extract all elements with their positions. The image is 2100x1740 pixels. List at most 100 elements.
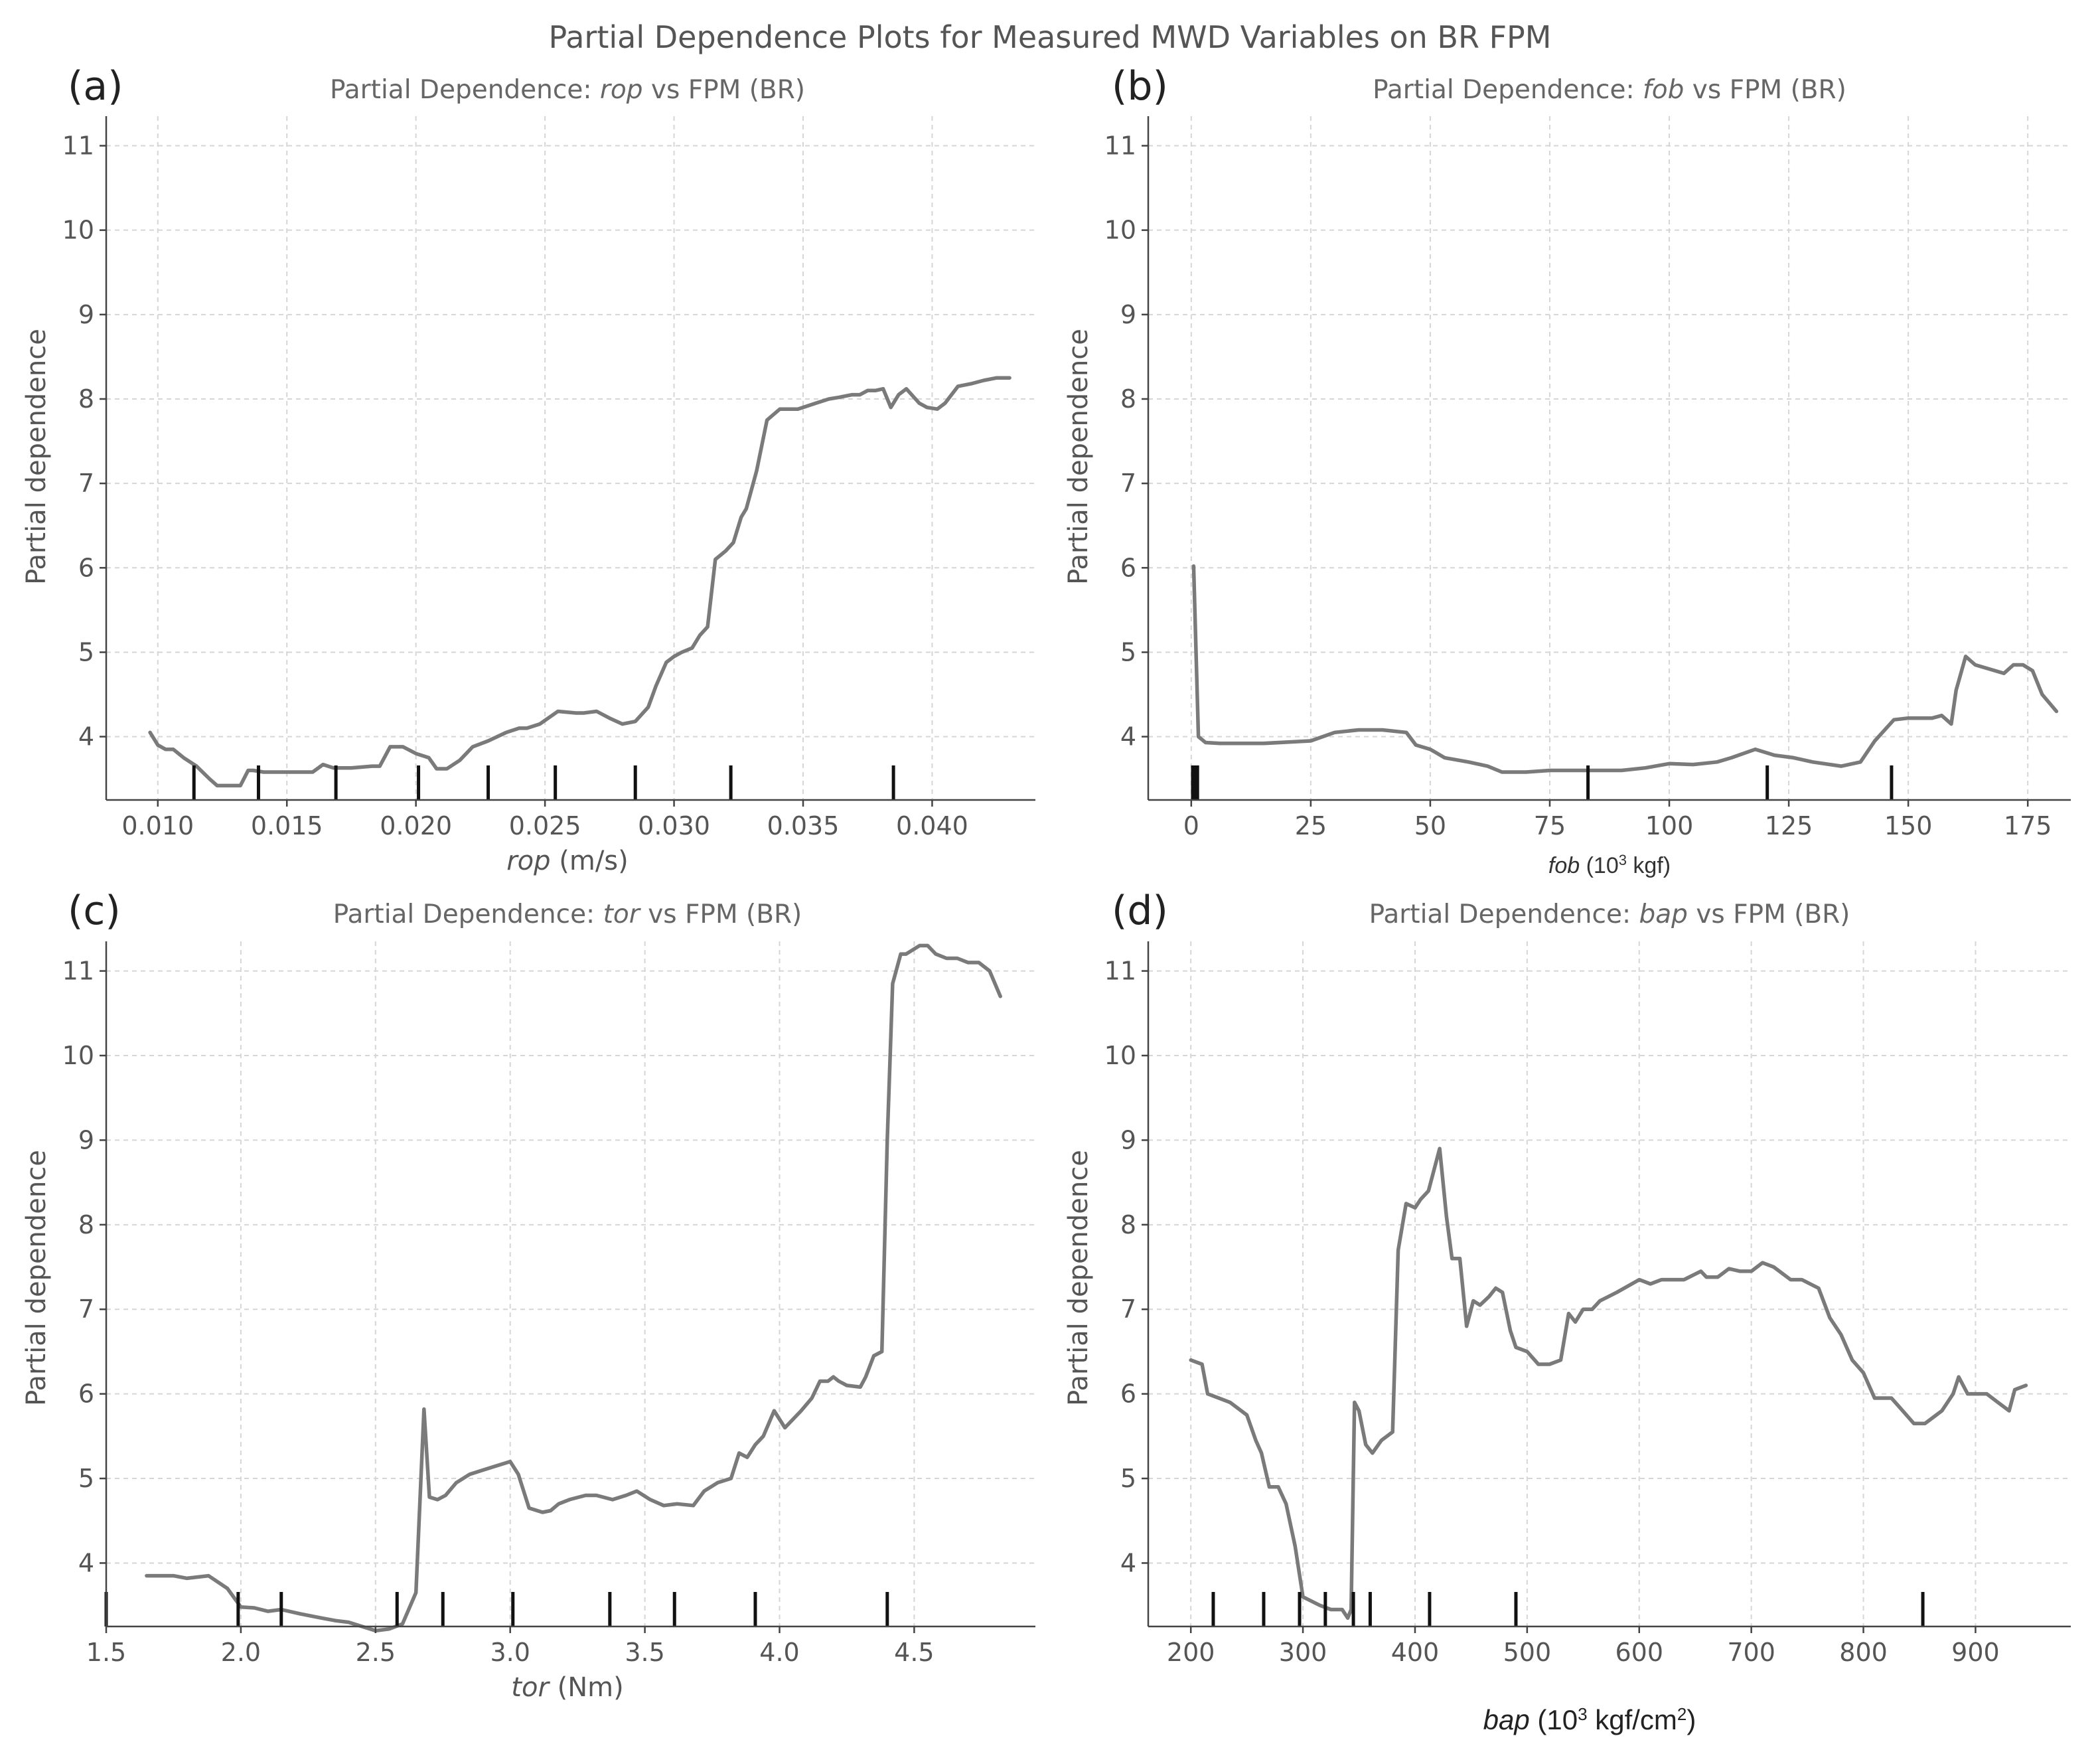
y-tick-label: 10 bbox=[62, 216, 94, 245]
y-tick-label: 11 bbox=[1104, 957, 1136, 986]
y-tick-label: 6 bbox=[1120, 1380, 1136, 1409]
panel-title: Partial Dependence: tor vs FPM (BR) bbox=[333, 900, 802, 929]
y-tick-labels: 4 5 6 7 8 9 10 11 bbox=[1104, 131, 1148, 751]
y-tick-label: 10 bbox=[1104, 1041, 1136, 1070]
y-tick-label: 8 bbox=[1120, 384, 1136, 414]
y-tick-label: 11 bbox=[1104, 131, 1136, 161]
panel-letter: (c) bbox=[68, 888, 121, 934]
y-tick-label: 6 bbox=[78, 1380, 94, 1409]
x-axis-label: fob (103 kgf) bbox=[1548, 852, 1671, 878]
panel-title: Partial Dependence: fob vs FPM (BR) bbox=[1373, 75, 1846, 105]
x-tick-label: 300 bbox=[1279, 1638, 1327, 1667]
y-tick-label: 6 bbox=[1120, 553, 1136, 582]
x-tick-label: 0.030 bbox=[638, 811, 710, 840]
x-axis-label: rop (m/s) bbox=[506, 846, 629, 876]
panel-d: (d) Partial Dependence: bap vs FPM (BR) … bbox=[1063, 888, 2071, 1735]
y-tick-label: 11 bbox=[62, 957, 94, 986]
pd-curve bbox=[1189, 1147, 2028, 1621]
panel-b: (b) Partial Dependence: fob vs FPM (BR) … bbox=[1063, 63, 2071, 878]
x-tick-label: 0.010 bbox=[121, 811, 194, 840]
x-tick-label: 800 bbox=[1839, 1638, 1888, 1667]
y-tick-labels: 4 5 6 7 8 9 10 11 bbox=[1104, 957, 1148, 1577]
x-tick-label: 0.015 bbox=[251, 811, 323, 840]
x-tick-label: 900 bbox=[1951, 1638, 2000, 1667]
x-tick-label: 4.5 bbox=[894, 1638, 934, 1667]
grid bbox=[1148, 116, 2071, 800]
x-tick-label: 175 bbox=[2004, 811, 2052, 840]
x-tick-labels: 0 25 50 75 100 125 150 175 bbox=[1183, 800, 2052, 840]
x-tick-label: 3.0 bbox=[490, 1638, 530, 1667]
y-tick-label: 7 bbox=[78, 469, 94, 498]
y-axis-label: Partial dependence bbox=[1063, 1150, 1094, 1406]
x-tick-labels: 200 300 400 500 600 700 800 900 bbox=[1167, 1626, 2000, 1667]
y-axis-label: Partial dependence bbox=[1063, 329, 1094, 585]
x-tick-label: 100 bbox=[1645, 811, 1694, 840]
x-tick-label: 0.040 bbox=[896, 811, 968, 840]
panel-a: (a) Partial Dependence: rop vs FPM (BR) … bbox=[21, 63, 1035, 876]
y-tick-label: 9 bbox=[1120, 300, 1136, 329]
x-tick-label: 0 bbox=[1183, 811, 1199, 840]
x-tick-labels: 0.010 0.015 0.020 0.025 0.030 0.035 0.040 bbox=[121, 800, 968, 840]
y-tick-label: 4 bbox=[1120, 1548, 1136, 1577]
y-tick-label: 7 bbox=[1120, 469, 1136, 498]
x-tick-label: 1.5 bbox=[86, 1638, 126, 1667]
rug-layer bbox=[1191, 765, 1894, 800]
y-tick-label: 7 bbox=[1120, 1295, 1136, 1324]
axes-frame bbox=[105, 116, 1035, 801]
x-tick-label: 50 bbox=[1414, 811, 1446, 840]
y-tick-labels: 4 5 6 7 8 9 10 11 bbox=[62, 957, 106, 1577]
y-tick-label: 6 bbox=[78, 553, 94, 582]
grid bbox=[1148, 941, 2071, 1626]
x-tick-labels: 1.5 2.0 2.5 3.0 3.5 4.0 4.5 bbox=[86, 1626, 935, 1667]
y-tick-label: 11 bbox=[62, 131, 94, 161]
figure-title: Partial Dependence Plots for Measured MW… bbox=[549, 19, 1552, 55]
y-axis-label: Partial dependence bbox=[21, 1150, 52, 1406]
x-tick-label: 0.025 bbox=[509, 811, 581, 840]
x-tick-label: 150 bbox=[1884, 811, 1933, 840]
y-tick-label: 5 bbox=[78, 637, 94, 667]
x-tick-label: 0.035 bbox=[767, 811, 840, 840]
panel-title: Partial Dependence: bap vs FPM (BR) bbox=[1369, 900, 1850, 929]
rug-layer bbox=[1211, 1592, 1925, 1626]
y-tick-label: 9 bbox=[78, 300, 94, 329]
rug-layer bbox=[104, 1592, 889, 1626]
y-tick-label: 7 bbox=[78, 1295, 94, 1324]
y-tick-label: 4 bbox=[78, 1548, 94, 1577]
grid bbox=[106, 116, 1035, 800]
grid bbox=[106, 941, 1035, 1626]
x-tick-label: 700 bbox=[1727, 1638, 1775, 1667]
x-tick-label: 75 bbox=[1534, 811, 1566, 840]
x-tick-label: 125 bbox=[1765, 811, 1813, 840]
y-tick-label: 8 bbox=[78, 1210, 94, 1239]
axes-frame bbox=[105, 941, 1035, 1628]
panel-letter: (b) bbox=[1112, 63, 1168, 110]
panel-title: Partial Dependence: rop vs FPM (BR) bbox=[330, 75, 805, 105]
curve-layer bbox=[145, 943, 1002, 1633]
axes-frame bbox=[1147, 941, 2071, 1628]
axes-frame bbox=[1147, 116, 2071, 801]
x-tick-label: 2.5 bbox=[356, 1638, 396, 1667]
x-tick-label: 3.5 bbox=[625, 1638, 664, 1667]
y-tick-label: 4 bbox=[78, 722, 94, 751]
curve-layer bbox=[148, 376, 1012, 788]
y-tick-labels: 4 5 6 7 8 9 10 11 bbox=[62, 131, 106, 751]
rug-layer bbox=[192, 765, 895, 800]
x-tick-label: 4.0 bbox=[759, 1638, 799, 1667]
x-tick-label: 400 bbox=[1391, 1638, 1440, 1667]
x-tick-label: 2.0 bbox=[221, 1638, 261, 1667]
y-tick-label: 5 bbox=[1120, 637, 1136, 667]
x-tick-label: 500 bbox=[1503, 1638, 1552, 1667]
x-tick-label: 0.020 bbox=[380, 811, 452, 840]
panel-letter: (a) bbox=[68, 63, 123, 110]
y-tick-label: 5 bbox=[78, 1464, 94, 1493]
y-tick-label: 4 bbox=[1120, 722, 1136, 751]
panel-c: (c) Partial Dependence: tor vs FPM (BR) … bbox=[21, 888, 1035, 1703]
x-tick-label: 600 bbox=[1615, 1638, 1663, 1667]
y-tick-label: 5 bbox=[1120, 1464, 1136, 1493]
y-tick-label: 9 bbox=[78, 1125, 94, 1154]
x-axis-label: bap (103 kgf/cm2) bbox=[1483, 1704, 1696, 1735]
x-tick-label: 25 bbox=[1295, 811, 1327, 840]
y-tick-label: 8 bbox=[78, 384, 94, 414]
curve-layer bbox=[1191, 564, 2059, 774]
